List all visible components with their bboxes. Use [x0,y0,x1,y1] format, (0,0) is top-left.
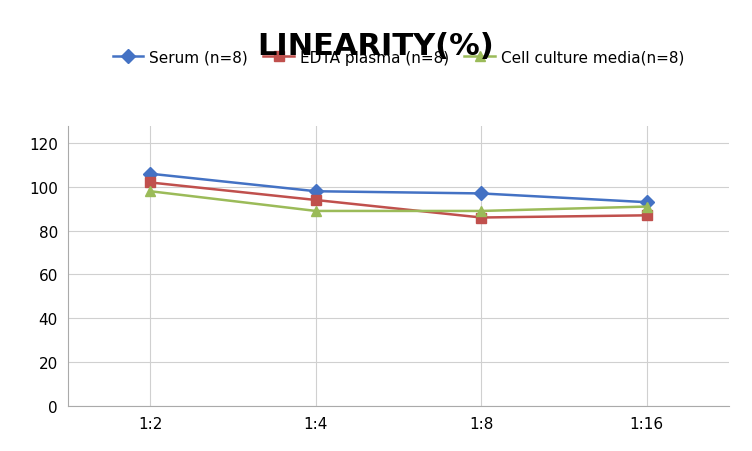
Cell culture media(n=8) [642,204,651,210]
EDTA plasma (n=8) [477,215,486,221]
Line: EDTA plasma (n=8): EDTA plasma (n=8) [146,178,651,223]
Cell culture media(n=8) [146,189,155,194]
Serum (n=8) [146,172,155,177]
Text: LINEARITY(%): LINEARITY(%) [258,32,494,60]
EDTA plasma (n=8) [311,198,320,203]
EDTA plasma (n=8) [642,213,651,219]
Cell culture media(n=8) [311,209,320,214]
Line: Cell culture media(n=8): Cell culture media(n=8) [146,187,651,216]
Serum (n=8) [642,200,651,206]
Serum (n=8) [311,189,320,194]
Cell culture media(n=8) [477,209,486,214]
Line: Serum (n=8): Serum (n=8) [146,170,651,207]
Legend: Serum (n=8), EDTA plasma (n=8), Cell culture media(n=8): Serum (n=8), EDTA plasma (n=8), Cell cul… [107,45,690,72]
Serum (n=8) [477,191,486,197]
EDTA plasma (n=8) [146,180,155,186]
